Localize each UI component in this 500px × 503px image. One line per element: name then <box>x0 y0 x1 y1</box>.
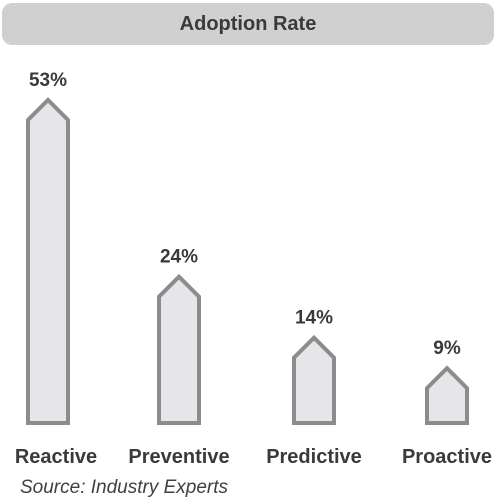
data-label-reactive: 53% <box>29 70 67 91</box>
bar-preventive <box>157 273 201 425</box>
data-label-preventive: 24% <box>160 247 198 268</box>
bar-proactive <box>425 365 469 425</box>
source-note: Source: Industry Experts <box>20 477 229 498</box>
chart-title-bar: Adoption Rate <box>2 3 494 45</box>
category-label-predictive: Predictive <box>266 446 362 468</box>
category-label-reactive: Reactive <box>15 446 97 468</box>
data-label-predictive: 14% <box>295 308 333 329</box>
category-label-preventive: Preventive <box>128 446 229 468</box>
bar-predictive <box>292 334 336 425</box>
bar-reactive <box>26 97 70 425</box>
data-label-proactive: 9% <box>433 338 461 359</box>
chart-title: Adoption Rate <box>179 12 317 35</box>
category-label-proactive: Proactive <box>402 446 492 468</box>
